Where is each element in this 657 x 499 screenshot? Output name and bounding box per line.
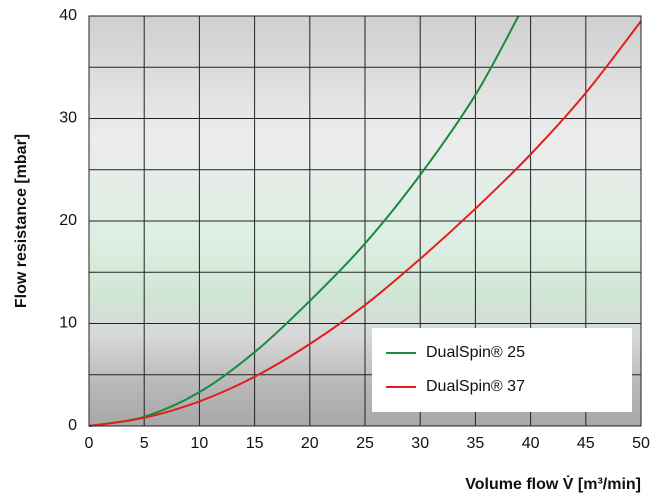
x-axis-title: Volume flow V̇ [m³/min]	[465, 475, 641, 493]
x-tick-label: 45	[577, 435, 595, 452]
series-line	[88, 15, 520, 427]
x-tick-label: 0	[85, 435, 94, 452]
x-tick-label: 5	[140, 435, 149, 452]
legend-box	[372, 328, 632, 412]
x-tick-label: 35	[467, 435, 485, 452]
x-tick-label: 15	[246, 435, 264, 452]
y-tick-label: 10	[59, 315, 77, 332]
x-tick-label: 40	[522, 435, 540, 452]
x-tick-label: 25	[356, 435, 374, 452]
y-tick-label: 20	[59, 212, 77, 229]
y-axis-title: Flow resistance [mbar]	[13, 134, 30, 308]
x-tick-label: 50	[632, 435, 650, 452]
x-tick-label: 10	[191, 435, 209, 452]
legend-label: DualSpin® 25	[426, 344, 525, 361]
y-tick-label: 30	[59, 110, 77, 127]
y-tick-label: 0	[68, 417, 77, 434]
x-tick-label: 30	[411, 435, 429, 452]
plot-frame	[88, 15, 642, 427]
legend-label: DualSpin® 37	[426, 378, 525, 395]
x-tick-label: 20	[301, 435, 319, 452]
y-tick-label: 40	[59, 7, 77, 24]
legend: DualSpin® 25 DualSpin® 37	[372, 328, 632, 412]
series-line	[88, 20, 642, 427]
